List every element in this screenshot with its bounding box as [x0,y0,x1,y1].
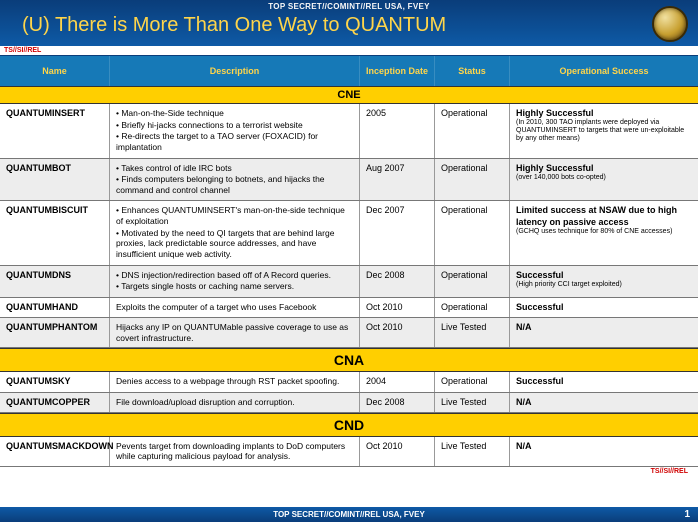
cell-name: QUANTUMDNS [0,266,110,297]
cell-description: File download/upload disruption and corr… [110,393,360,412]
table-column-header: Name Description Inception Date Status O… [0,55,698,86]
table-row: QUANTUMPHANTOMHijacks any IP on QUANTUMa… [0,318,698,348]
success-sub: (In 2010, 300 TAO implants were deployed… [516,119,692,143]
table-row: QUANTUMHANDExploits the computer of a ta… [0,298,698,318]
desc-bullet: Takes control of idle IRC bots [116,163,353,174]
footer-band: TOP SECRET//COMINT//REL USA, FVEY 1 [0,507,698,522]
desc-bullet: Targets single hosts or caching name ser… [116,281,353,292]
cell-name: QUANTUMCOPPER [0,393,110,412]
cell-description: Exploits the computer of a target who us… [110,298,360,317]
table-row: QUANTUMSMACKDOWNPevents target from down… [0,437,698,467]
cell-description: Enhances QUANTUMINSERT's man-on-the-side… [110,201,360,264]
cell-description: Hijacks any IP on QUANTUMable passive co… [110,318,360,347]
cell-date: Oct 2010 [360,318,435,347]
cell-date: Dec 2008 [360,266,435,297]
desc-bullet: Enhances QUANTUMINSERT's man-on-the-side… [116,205,353,226]
col-header-date: Inception Date [360,56,435,86]
section-cna-rows: QUANTUMSKYDenies access to a webpage thr… [0,372,698,413]
success-main: Successful [516,376,692,387]
cell-date: Oct 2010 [360,437,435,466]
desc-bullet: Man-on-the-Side technique [116,108,353,119]
desc-bullet: Motivated by the need to QI targets that… [116,228,353,260]
classification-marking-bottom: TS//SI//REL [0,467,698,476]
col-header-name: Name [0,56,110,86]
section-header-cne: CNE [0,86,698,104]
success-sub: (High priority CCI target exploited) [516,281,692,289]
cell-date: 2005 [360,104,435,158]
classification-bottom: TOP SECRET//COMINT//REL USA, FVEY [273,510,425,519]
cell-success: Highly Successful(In 2010, 300 TAO impla… [510,104,698,158]
slide-title: (U) There is More Than One Way to QUANTU… [0,11,698,40]
cell-status: Live Tested [435,318,510,347]
success-sub: (GCHQ uses technique for 80% of CNE acce… [516,228,692,236]
col-header-desc: Description [110,56,360,86]
cell-status: Operational [435,372,510,391]
success-sub: (over 140,000 bots co-opted) [516,174,692,182]
cell-status: Operational [435,298,510,317]
table-row: QUANTUMBISCUIT Enhances QUANTUMINSERT's m… [0,201,698,265]
cell-status: Live Tested [435,437,510,466]
table-row: QUANTUMCOPPERFile download/upload disrup… [0,393,698,413]
page-number: 1 [684,509,690,520]
cell-success: Limited success at NSAW due to high late… [510,201,698,264]
table-row: QUANTUMDNS DNS injection/redirection base… [0,266,698,298]
section-cne-rows: QUANTUMINSERTMan-on-the-Side techniqueBr… [0,104,698,348]
success-main: Limited success at NSAW due to high late… [516,205,692,228]
cell-success: Successful [510,372,698,391]
cell-name: QUANTUMPHANTOM [0,318,110,347]
cell-status: Live Tested [435,393,510,412]
cell-date: Dec 2007 [360,201,435,264]
desc-bullet: Briefly hi-jacks connections to a terror… [116,120,353,131]
cell-name: QUANTUMHAND [0,298,110,317]
cell-description: Man-on-the-Side techniqueBriefly hi-jack… [110,104,360,158]
cell-success: Highly Successful(over 140,000 bots co-o… [510,159,698,201]
desc-bullet: Finds computers belonging to botnets, an… [116,174,353,195]
cell-status: Operational [435,266,510,297]
cell-description: Takes control of idle IRC botsFinds comp… [110,159,360,201]
cell-name: QUANTUMBISCUIT [0,201,110,264]
cell-description: Pevents target from downloading implants… [110,437,360,466]
success-main: N/A [516,397,692,408]
seal-icon [652,6,688,42]
cell-success: N/A [510,318,698,347]
section-header-cnd: CND [0,413,698,437]
cell-date: 2004 [360,372,435,391]
cell-date: Dec 2008 [360,393,435,412]
classification-top: TOP SECRET//COMINT//REL USA, FVEY [0,2,698,11]
classification-marking-top: TS//SI//REL [0,46,698,55]
header-band: TOP SECRET//COMINT//REL USA, FVEY (U) Th… [0,0,698,46]
col-header-status: Status [435,56,510,86]
cell-status: Operational [435,201,510,264]
cell-description: Denies access to a webpage through RST p… [110,372,360,391]
cell-name: QUANTUMBOT [0,159,110,201]
success-main: N/A [516,441,692,452]
section-cnd-rows: QUANTUMSMACKDOWNPevents target from down… [0,437,698,467]
cell-status: Operational [435,104,510,158]
table-row: QUANTUMINSERTMan-on-the-Side techniqueBr… [0,104,698,159]
section-header-cna: CNA [0,348,698,372]
desc-bullet: Re-directs the target to a TAO server (F… [116,131,353,152]
cell-date: Oct 2010 [360,298,435,317]
cell-name: QUANTUMINSERT [0,104,110,158]
success-main: Successful [516,270,692,281]
success-main: Highly Successful [516,163,692,174]
cell-success: N/A [510,393,698,412]
table-row: QUANTUMSKYDenies access to a webpage thr… [0,372,698,392]
success-main: Successful [516,302,692,313]
table-row: QUANTUMBOTTakes control of idle IRC bots… [0,159,698,202]
success-main: Highly Successful [516,108,692,119]
cell-description: DNS injection/redirection based off of A… [110,266,360,297]
cell-success: Successful [510,298,698,317]
cell-success: N/A [510,437,698,466]
cell-date: Aug 2007 [360,159,435,201]
success-main: N/A [516,322,692,333]
col-header-success: Operational Success [510,56,698,86]
cell-success: Successful(High priority CCI target expl… [510,266,698,297]
slide: TOP SECRET//COMINT//REL USA, FVEY (U) Th… [0,0,698,522]
desc-bullet: DNS injection/redirection based off of A… [116,270,353,281]
cell-name: QUANTUMSMACKDOWN [0,437,110,466]
cell-status: Operational [435,159,510,201]
cell-name: QUANTUMSKY [0,372,110,391]
